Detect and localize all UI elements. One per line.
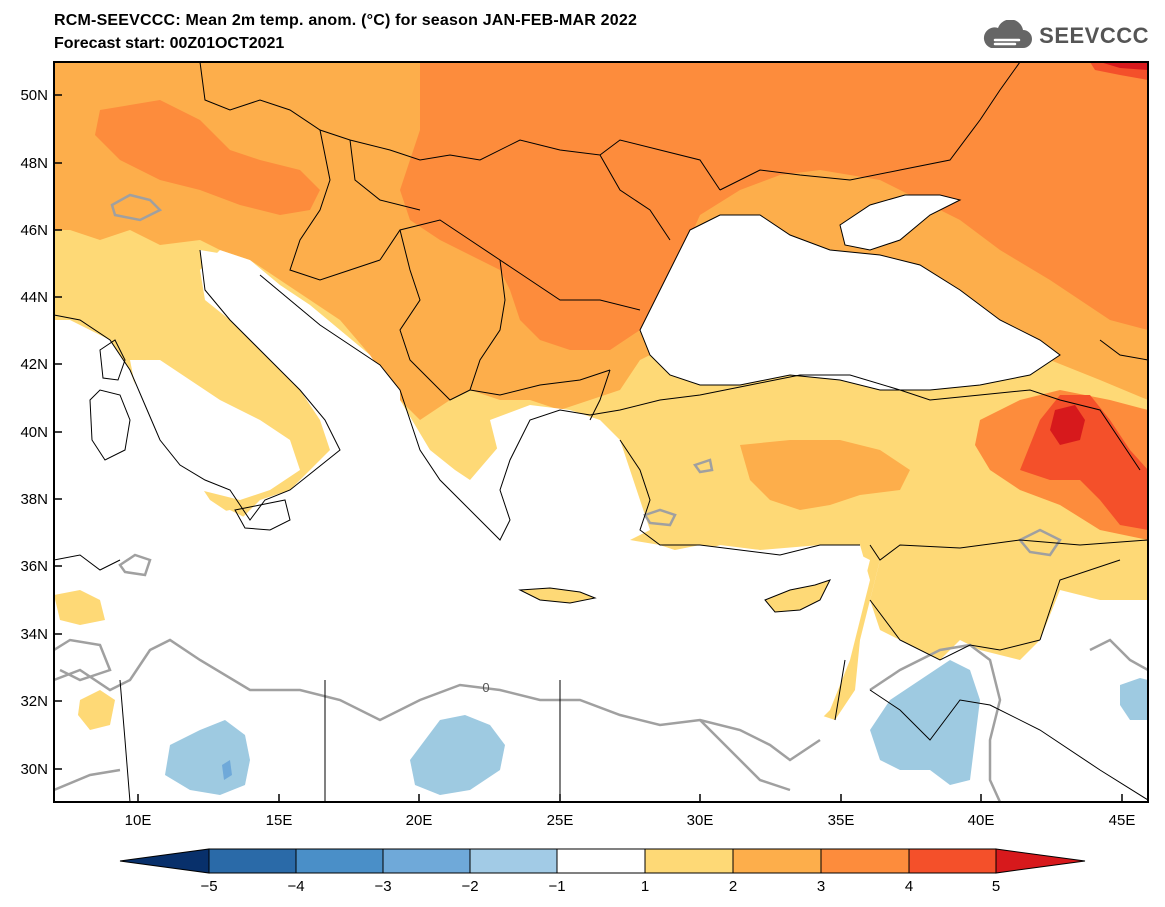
mediterranean-sea (54, 420, 870, 730)
colorbar-segment (820, 848, 910, 874)
colorbar-label: 4 (905, 878, 913, 895)
map-area (54, 62, 1148, 802)
black-sea (639, 214, 1061, 391)
cloud-icon (984, 20, 1033, 48)
anomaly-region-3-4-west (95, 100, 320, 215)
longitude-ticks (137, 794, 1123, 802)
country-borders (54, 62, 1148, 802)
lat-label: 44N (20, 289, 48, 306)
colorbar-label: −4 (287, 878, 304, 895)
colorbar-labels: −5 −4 −3 −2 −1 1 2 3 4 5 (200, 878, 1000, 895)
latitude-ticks (54, 94, 62, 770)
colorbar-label: 3 (817, 878, 825, 895)
logo-text: SEEVCCC (1039, 23, 1149, 48)
lat-label: 48N (20, 155, 48, 172)
colorbar-segment (119, 848, 210, 874)
colorbar-segment (556, 848, 646, 874)
adriatic-sea (200, 250, 400, 420)
colorbar-segment (644, 848, 734, 874)
anomaly-region-gt5-ne (1100, 62, 1148, 70)
lat-label: 50N (20, 87, 48, 104)
lon-label: 30E (687, 812, 714, 829)
anomaly-region-1-2-tunisia (54, 590, 105, 625)
forecast-start-label: Forecast start: 00Z01OCT2021 (54, 35, 285, 52)
lat-label: 46N (20, 222, 48, 239)
colorbar-label: 2 (729, 878, 737, 895)
latitude-labels: 50N 48N 46N 44N 42N 40N 38N 36N 34N 32N … (20, 87, 48, 778)
colorbar-label: 5 (992, 878, 1000, 895)
contour-label: 0 (482, 680, 489, 695)
lat-label: 30N (20, 761, 48, 778)
lat-label: 38N (20, 491, 48, 508)
colorbar-label: −1 (548, 878, 565, 895)
colorbar-label: −5 (200, 878, 217, 895)
colorbar-segment (908, 848, 997, 874)
tyrrhenian-sea (130, 360, 300, 500)
longitude-labels: 10E 15E 20E 25E 30E 35E 40E 45E (125, 812, 1136, 829)
anomaly-region-2-3-turkey (740, 440, 910, 510)
lon-label: 10E (125, 812, 152, 829)
map-title: RCM-SEEVCCC: Mean 2m temp. anom. (°C) fo… (54, 12, 638, 29)
colorbar-label: −3 (374, 878, 391, 895)
zero-contours (54, 193, 1148, 802)
lon-label: 45E (1109, 812, 1136, 829)
sea-of-azov (839, 194, 962, 251)
colorbar-label: 1 (641, 878, 649, 895)
anomaly-negative-egypt (410, 715, 505, 795)
anomaly-region-3-4 (400, 62, 1148, 350)
anomaly-region-gt5 (1050, 405, 1085, 445)
colorbar-segment (295, 848, 384, 874)
lat-label: 32N (20, 693, 48, 710)
colorbar-segment (469, 848, 558, 874)
lat-label: 42N (20, 356, 48, 373)
colorbar-segment (732, 848, 822, 874)
colorbar-label: −2 (461, 878, 478, 895)
anomaly-negative-arabia (870, 660, 980, 785)
lon-label: 35E (828, 812, 855, 829)
colorbar (119, 848, 1086, 874)
seevccc-logo: SEEVCCC (981, 20, 1149, 52)
lat-label: 34N (20, 626, 48, 643)
aegean-sea (490, 405, 650, 545)
anomaly-negative-east (1120, 678, 1148, 720)
anomaly-region-1-2-libya (78, 690, 115, 730)
lon-label: 20E (406, 812, 433, 829)
cyprus (764, 579, 831, 613)
colorbar-segment (382, 848, 471, 874)
lat-label: 40N (20, 424, 48, 441)
crete (518, 587, 597, 604)
colorbar-segment (208, 848, 297, 874)
colorbar-segment (995, 848, 1086, 874)
coastlines (54, 249, 901, 556)
lon-label: 15E (266, 812, 293, 829)
lon-label: 40E (968, 812, 995, 829)
anomaly-negative-spot (222, 760, 232, 780)
lon-label: 25E (547, 812, 574, 829)
lat-label: 36N (20, 558, 48, 575)
